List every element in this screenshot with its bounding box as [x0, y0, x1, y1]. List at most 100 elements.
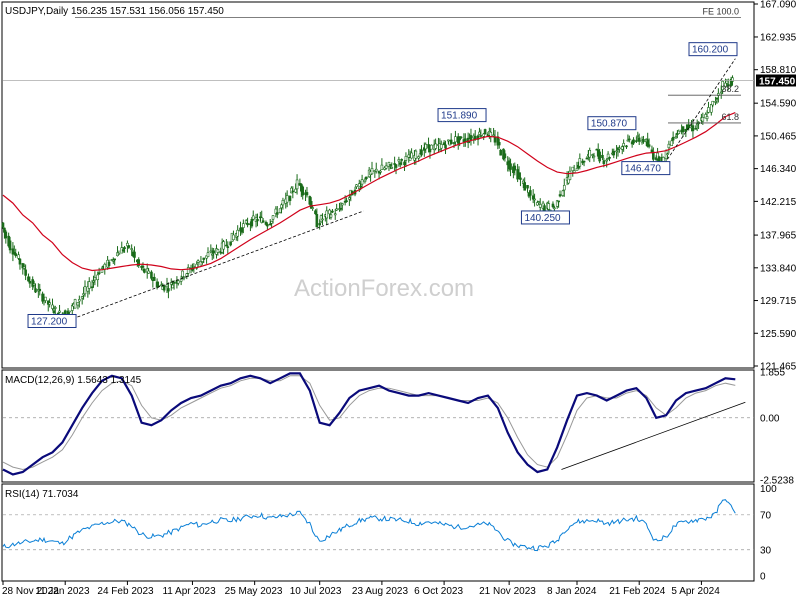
- candle-body: [622, 143, 625, 147]
- candle-body: [147, 270, 150, 274]
- candle-body: [526, 185, 529, 189]
- candle-body: [83, 286, 87, 295]
- candle-body: [240, 227, 244, 233]
- candle-body: [612, 150, 616, 156]
- candle-body: [714, 101, 717, 103]
- price-panel-frame: [1, 1, 755, 369]
- candle-body: [127, 245, 131, 248]
- candle-body: [513, 165, 517, 171]
- candle-body: [731, 77, 734, 82]
- candle-body: [390, 166, 394, 169]
- candle-body: [8, 240, 12, 251]
- candle-body: [275, 212, 279, 215]
- candle-body: [52, 310, 56, 313]
- candle-body: [311, 207, 314, 209]
- candle-body: [348, 197, 351, 200]
- candle-body: [78, 299, 81, 302]
- candle-body: [711, 100, 715, 106]
- macd-tick-label: 0.00: [760, 413, 780, 424]
- candle-body: [97, 272, 101, 275]
- candle-body: [499, 149, 502, 156]
- candle-body: [143, 268, 146, 273]
- candle-body: [558, 194, 562, 197]
- candle-body: [34, 288, 37, 293]
- candle-body: [271, 215, 275, 220]
- candle-body: [268, 223, 272, 226]
- candle-body: [635, 140, 638, 142]
- candle-body: [339, 207, 343, 210]
- candle-body: [404, 156, 408, 161]
- candle-body: [661, 157, 665, 162]
- candle-body: [721, 80, 724, 91]
- swing-label-box: [27, 313, 77, 328]
- candle-body: [666, 153, 669, 155]
- candle-body: [96, 274, 100, 281]
- candle-body: [389, 164, 392, 166]
- macd-panel-frame: [1, 369, 755, 483]
- candle-body: [420, 149, 423, 156]
- swing-label-box: [587, 116, 637, 131]
- candle-body: [430, 144, 433, 150]
- candle-body: [691, 125, 695, 132]
- candle-body: [325, 210, 329, 219]
- candle-body: [707, 107, 710, 113]
- swing-label-box: [520, 210, 570, 225]
- candle-body: [181, 270, 184, 277]
- candle-body: [444, 144, 447, 149]
- macd-layer: [2, 372, 754, 476]
- candle-body: [478, 131, 481, 135]
- candle-body: [726, 84, 730, 87]
- price-tick-label: 121.465: [760, 362, 797, 373]
- rsi-line: [2, 499, 736, 552]
- swing-label: 140.250: [524, 213, 561, 224]
- candle-body: [517, 172, 521, 178]
- candle-body: [605, 159, 608, 162]
- price-tick-label: 158.810: [760, 65, 797, 76]
- candle-body: [551, 203, 555, 208]
- candle-body: [278, 208, 282, 213]
- candle-body: [345, 200, 348, 203]
- candle-body: [32, 283, 36, 286]
- candle-body: [76, 302, 80, 306]
- macd-header: MACD(12,26,9) 1.5643 1.3145: [5, 375, 142, 386]
- candle-body: [417, 156, 420, 159]
- candle-body: [410, 152, 413, 159]
- candle-body: [38, 288, 42, 292]
- candle-body: [397, 159, 401, 162]
- price-tick-label: 129.715: [760, 296, 797, 307]
- candle-body: [285, 195, 289, 203]
- swing-label: 127.200: [31, 316, 68, 327]
- candle-body: [137, 259, 141, 266]
- candle-body: [341, 203, 344, 206]
- candle-body: [17, 254, 20, 259]
- candle-body: [236, 229, 239, 237]
- candle-body: [529, 190, 532, 196]
- candle-body: [87, 281, 91, 289]
- candle-body: [111, 259, 115, 262]
- candle-body: [380, 164, 384, 170]
- candle-body: [280, 204, 283, 209]
- candle-body: [374, 168, 378, 172]
- candle-body: [44, 296, 47, 301]
- candle-body: [216, 249, 220, 253]
- candle-body: [335, 208, 338, 211]
- candle-body: [671, 136, 675, 141]
- swing-label-box: [688, 42, 738, 57]
- candle-body: [363, 179, 367, 183]
- level-label: 61.8: [721, 112, 739, 122]
- candle-body: [107, 261, 111, 266]
- price-tick-label: 162.935: [760, 32, 797, 43]
- candle-body: [571, 166, 575, 172]
- candle-body: [242, 223, 245, 228]
- candle-body: [667, 143, 671, 149]
- candle-body: [80, 296, 84, 299]
- moving-average-line: [2, 112, 736, 272]
- candle-body: [519, 177, 522, 180]
- candle-body: [400, 159, 403, 161]
- candle-body: [28, 281, 32, 284]
- candle-body: [687, 124, 690, 129]
- candle-body: [442, 142, 446, 145]
- candle-body: [492, 134, 495, 137]
- candle-body: [172, 282, 176, 284]
